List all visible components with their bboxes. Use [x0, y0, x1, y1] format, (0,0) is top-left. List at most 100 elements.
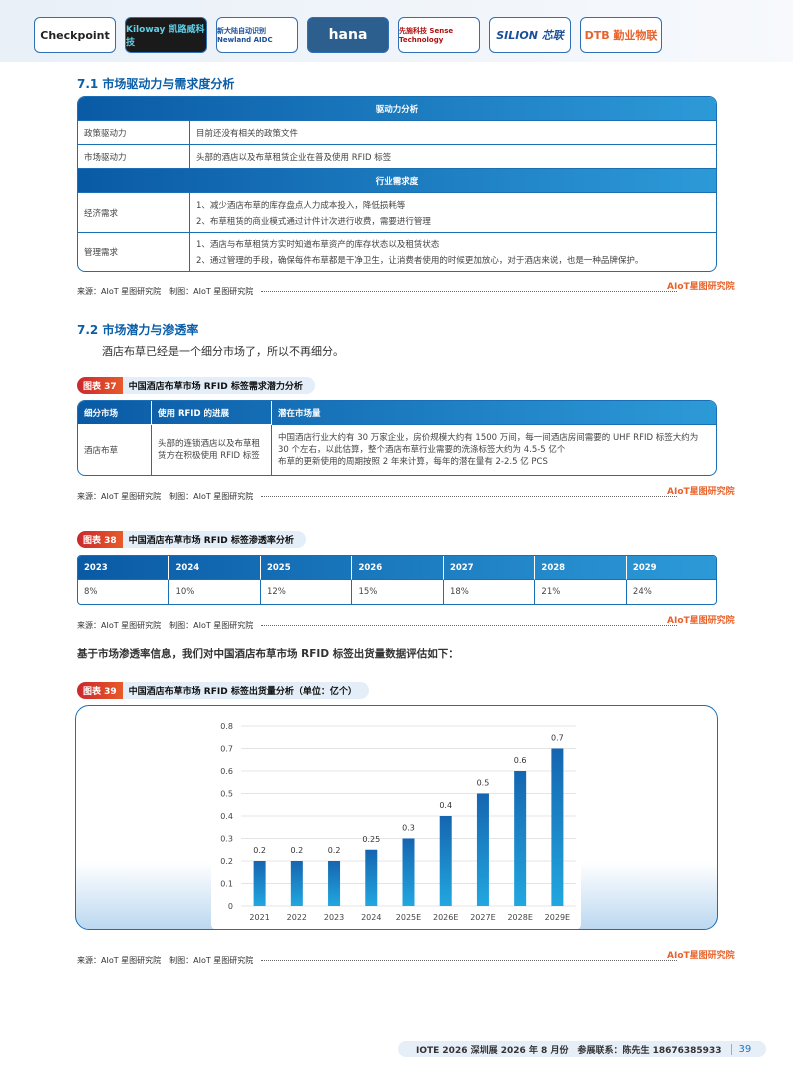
cell: 中国酒店行业大约有 30 万家企业，房价规模大约有 1500 万间，每一间酒店房…: [272, 425, 716, 475]
year-header: 2026: [352, 556, 444, 580]
figure-title: 中国酒店布草市场 RFID 标签需求潜力分析: [122, 377, 315, 394]
x-tick-label: 2023: [324, 913, 344, 922]
cell: 酒店布草: [78, 425, 152, 475]
shipment-bar-chart: 0 0.1 0.2 0.3 0.4 0.5 0.6 0.7 0.8 0.2 2021 0.2 2022 0…: [211, 716, 581, 929]
y-tick-label: 0.8: [220, 722, 233, 731]
figure-tag: 图表 37: [77, 377, 123, 394]
y-tick-label: 0.5: [220, 790, 233, 799]
data-label: 0.2: [290, 846, 303, 855]
line: 1、酒店与布草租赁方实时知道布草资产的库存状态以及租赁状态: [196, 240, 440, 250]
source-text: 来源：AIoT 星图研究院 制图：AIoT 星图研究院: [77, 287, 254, 296]
y-tick-label: 0.6: [220, 767, 233, 776]
logo-checkpoint: Checkpoint: [34, 17, 116, 53]
bar: [290, 861, 303, 906]
year-header: 2024: [169, 556, 261, 580]
year-header: 2028: [535, 556, 627, 580]
line: 布草的更新使用的周期按照 2 年来计算，每年的潜在量有 2-2.5 亿 PCS: [278, 457, 548, 467]
chart-container: 0 0.1 0.2 0.3 0.4 0.5 0.6 0.7 0.8 0.2 2021 0.2 2022 0…: [75, 705, 718, 930]
footer-text: IOTE 2026 深圳展 2026 年 8 月份 参展联系：陈先生 18676…: [416, 1045, 722, 1056]
table-header: 驱动力分析: [78, 97, 716, 121]
year-header: 2025: [260, 556, 353, 580]
bar: [476, 793, 489, 906]
row-value: 头部的酒店以及布草租赁企业在普及使用 RFID 标签: [190, 145, 716, 169]
source-text: 来源：AIoT 星图研究院 制图：AIoT 星图研究院: [77, 956, 254, 965]
row-label: 市场驱动力: [78, 145, 190, 169]
source-note: 来源：AIoT 星图研究院 制图：AIoT 星图研究院: [77, 955, 677, 966]
data-label: 0.6: [514, 756, 527, 765]
line: 2、通过管理的手段，确保每件布草都是干净卫生，让消费者使用的时候更加放心，对于酒…: [196, 256, 644, 266]
driver-demand-table: 驱动力分析 政策驱动力 目前还没有相关的政策文件 市场驱动力 头部的酒店以及布草租赁…: [77, 96, 717, 272]
bar: [551, 748, 564, 906]
row-value: 1、酒店与布草租赁方实时知道布草资产的库存状态以及租赁状态 2、通过管理的手段，确…: [190, 233, 716, 271]
y-tick-label: 0: [228, 902, 233, 911]
y-tick-label: 0.3: [220, 835, 233, 844]
figure-label-39: 图表 39 中国酒店布草市场 RFID 标签出货量分析（单位：亿个）: [77, 682, 369, 699]
source-note: 来源：AIoT 星图研究院 制图：AIoT 星图研究院: [77, 491, 677, 502]
logo-hana: hana: [307, 17, 389, 53]
rate-cell: 21%: [535, 580, 627, 604]
x-tick-label: 2029E: [545, 913, 570, 922]
data-label: 0.4: [439, 801, 452, 810]
penetration-table: 2023 2024 2025 2026 2027 2028 2029 8% 10% 12% 15%…: [77, 555, 717, 605]
source-text: 来源：AIoT 星图研究院 制图：AIoT 星图研究院: [77, 621, 254, 630]
data-label: 0.3: [402, 824, 415, 833]
row-value: 目前还没有相关的政策文件: [190, 121, 716, 145]
row-label: 管理需求: [78, 233, 190, 271]
year-header: 2029: [626, 556, 716, 580]
x-tick-label: 2026E: [433, 913, 458, 922]
aiot-logo: AIoT星图研究院: [667, 951, 735, 961]
x-tick-label: 2028E: [507, 913, 532, 922]
data-label: 0.25: [362, 835, 380, 844]
aiot-logo: AIoT星图研究院: [667, 487, 735, 497]
bar: [402, 838, 415, 906]
line: 2、布草租赁的商业模式通过计件计次进行收费，需要进行管理: [196, 216, 431, 227]
page-footer: IOTE 2026 深圳展 2026 年 8 月份 参展联系：陈先生 18676…: [398, 1041, 766, 1057]
aiot-logo: AIoT星图研究院: [667, 616, 735, 626]
sponsor-logo-bar: Checkpoint Kiloway 凯路威科技 新大陆自动识别 Newland…: [0, 0, 793, 62]
data-label: 0.5: [477, 779, 490, 788]
x-tick-label: 2025E: [396, 913, 421, 922]
section-title-7-2: 7.2 市场潜力与渗透率: [77, 323, 199, 337]
line: 中国酒店行业大约有 30 万家企业，房价规模大约有 1500 万间，每一间酒店房…: [278, 433, 699, 455]
rate-cell: 10%: [169, 580, 261, 604]
bar: [439, 816, 452, 906]
logo-sense: 先施科技 Sense Technology: [398, 17, 480, 53]
rate-cell: 24%: [632, 587, 652, 597]
paragraph: 基于市场渗透率信息，我们对中国酒店布草市场 RFID 标签出货量数据评估如下：: [77, 648, 459, 660]
aiot-logo: AIoT星图研究院: [667, 282, 735, 292]
cell: 头部的连锁酒店以及布草租赁方在积极使用 RFID 标签: [152, 425, 272, 475]
figure-title: 中国酒店布草市场 RFID 标签出货量分析（单位：亿个）: [122, 682, 369, 699]
bar: [253, 861, 266, 906]
y-tick-label: 0.1: [220, 880, 233, 889]
figure-label-38: 图表 38 中国酒店布草市场 RFID 标签渗透率分析: [77, 531, 306, 548]
x-tick-label: 2021: [249, 913, 269, 922]
row-value: 1、减少酒店布草的库存盘点人力成本投入，降低损耗等 2、布草租赁的商业模式通过计件…: [190, 193, 716, 233]
table-header: 行业需求度: [78, 169, 716, 193]
y-tick-label: 0.2: [220, 857, 233, 866]
year-header: 2023: [78, 556, 170, 580]
source-text: 来源：AIoT 星图研究院 制图：AIoT 星图研究院: [77, 492, 254, 501]
source-note: 来源：AIoT 星图研究院 制图：AIoT 星图研究院: [77, 620, 677, 631]
year-header: 2027: [443, 556, 536, 580]
line: 1、减少酒店布草的库存盘点人力成本投入，降低损耗等: [196, 200, 406, 211]
section-title-7-1: 7.1 市场驱动力与需求度分析: [77, 77, 235, 91]
demand-potential-table: 细分市场 使用 RFID 的进展 潜在市场量 酒店布草 头部的连锁酒店以及布草租赁方在…: [77, 400, 717, 476]
page-number: 39: [731, 1043, 751, 1055]
source-note: 来源：AIoT 星图研究院 制图：AIoT 星图研究院: [77, 286, 677, 297]
x-tick-label: 2024: [361, 913, 381, 922]
logo-newland: 新大陆自动识别 Newland AIDC: [216, 17, 298, 53]
bar: [514, 771, 527, 906]
figure-label-37: 图表 37 中国酒店布草市场 RFID 标签需求潜力分析: [77, 377, 315, 394]
y-tick-label: 0.7: [220, 745, 233, 754]
rate-cell: 18%: [444, 580, 536, 604]
x-tick-label: 2027E: [470, 913, 495, 922]
logo-dtb: DTB 勤业物联: [580, 17, 662, 53]
column-header: 细分市场: [78, 401, 152, 425]
row-label: 政策驱动力: [78, 121, 190, 145]
rate-cell: 8%: [78, 580, 170, 604]
figure-tag: 图表 38: [77, 531, 123, 548]
figure-title: 中国酒店布草市场 RFID 标签渗透率分析: [122, 531, 306, 548]
data-label: 0.2: [328, 846, 341, 855]
rate-cell: 15%: [352, 580, 444, 604]
data-label: 0.2: [253, 846, 266, 855]
